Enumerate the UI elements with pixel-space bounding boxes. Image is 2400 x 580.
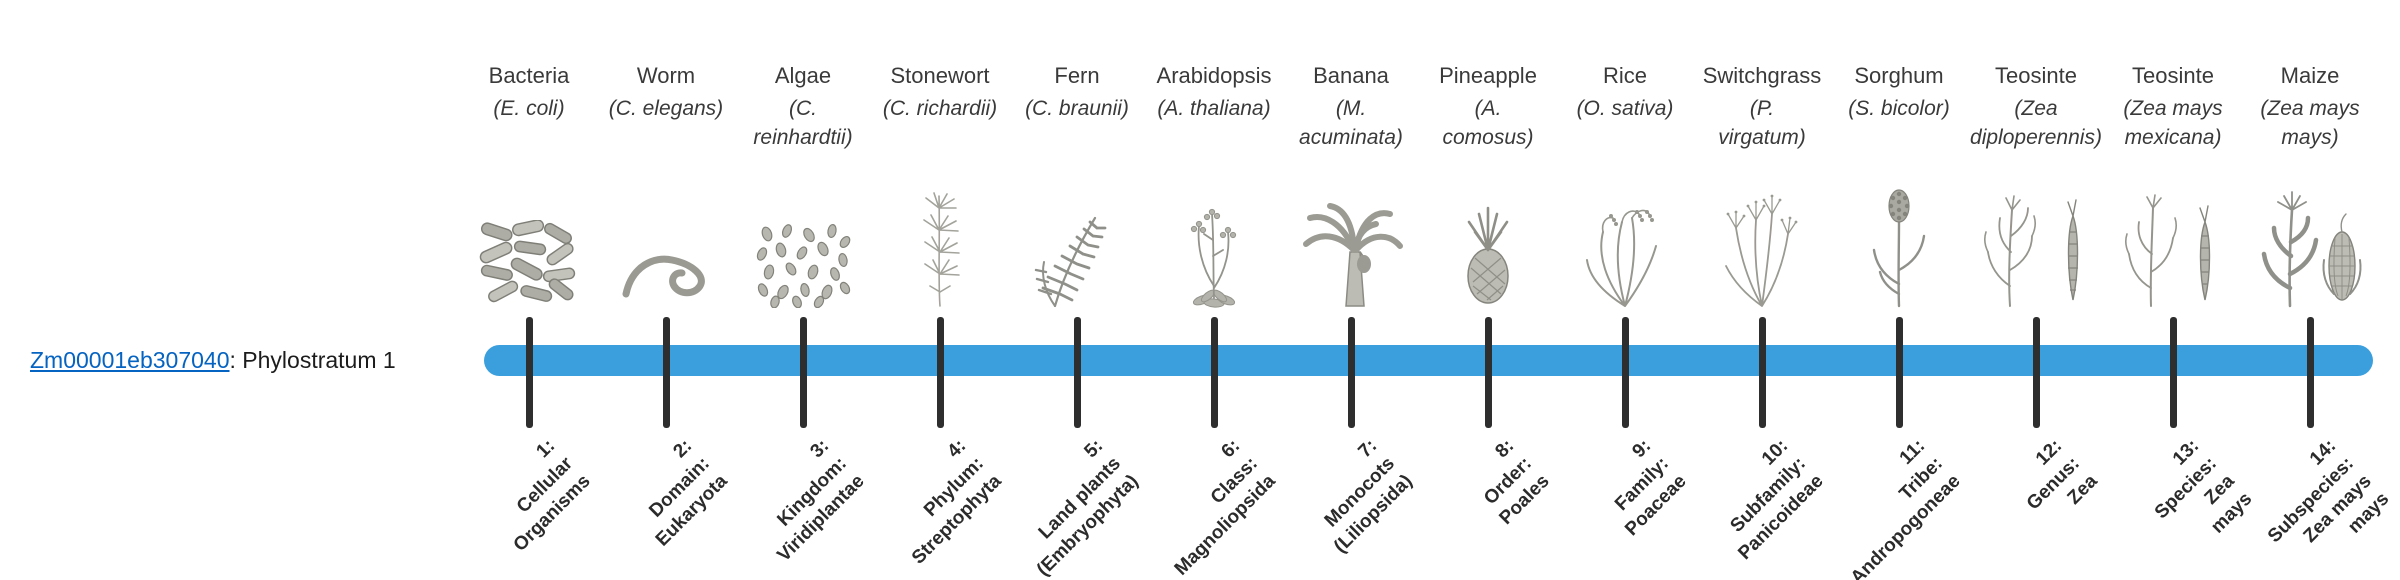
timeline-tick bbox=[663, 317, 670, 428]
bacteria-icon bbox=[477, 220, 581, 308]
organism-column: Teosinte (Zea diploperennis) bbox=[1954, 62, 2118, 308]
timeline-tick bbox=[800, 317, 807, 428]
timeline-tick bbox=[1896, 317, 1903, 428]
organism-common-name: Banana bbox=[1313, 63, 1389, 88]
sorghum-icon bbox=[1862, 186, 1936, 308]
timeline-tick bbox=[1211, 317, 1218, 428]
organism-column: Pineapple (A. comosus) bbox=[1406, 62, 1570, 308]
organism-scientific-name: (Zea mays mexicana) bbox=[2123, 97, 2223, 149]
organism-scientific-name: (C. reinhardtii) bbox=[753, 97, 853, 149]
organism-common-name: Bacteria bbox=[488, 63, 570, 88]
gene-label: Zm00001eb307040: Phylostratum 1 bbox=[30, 347, 396, 374]
timeline-tick bbox=[1485, 317, 1492, 428]
organism-scientific-name: (C. elegans) bbox=[608, 97, 724, 120]
organism-common-name: Teosinte bbox=[2132, 63, 2214, 88]
organism-column: Stonewort (C. richardii) bbox=[858, 62, 1022, 308]
organism-scientific-name: (A. comosus) bbox=[1442, 97, 1534, 149]
gene-label-suffix: : Phylostratum 1 bbox=[229, 347, 396, 373]
organism-column: Bacteria (E. coli) bbox=[447, 62, 611, 308]
timeline-tick bbox=[2033, 317, 2040, 428]
organism-column: Algae (C. reinhardtii) bbox=[721, 62, 885, 308]
timeline-bar bbox=[484, 345, 2373, 376]
organism-common-name: Maize bbox=[2280, 63, 2340, 88]
organism-column: Banana (M. acuminata) bbox=[1269, 62, 1433, 308]
worm-icon bbox=[618, 250, 714, 308]
organism-common-name: Arabidopsis bbox=[1156, 63, 1272, 88]
timeline-tick bbox=[2170, 317, 2177, 428]
organism-scientific-name: (O. sativa) bbox=[1576, 97, 1674, 120]
organism-scientific-name: (Zea diploperennis) bbox=[1970, 97, 2102, 149]
organism-column: Teosinte (Zea mays mexicana) bbox=[2091, 62, 2255, 308]
organism-scientific-name: (A. thaliana) bbox=[1157, 97, 1271, 120]
organism-common-name: Algae bbox=[774, 63, 832, 88]
organism-common-name: Switchgrass bbox=[1702, 63, 1822, 88]
fern-icon bbox=[1027, 204, 1127, 308]
organism-scientific-name: (S. bicolor) bbox=[1848, 97, 1950, 120]
organism-common-name: Pineapple bbox=[1439, 63, 1537, 88]
organism-scientific-name: (C. richardii) bbox=[882, 97, 998, 120]
timeline-tick bbox=[1622, 317, 1629, 428]
algae-icon bbox=[753, 222, 853, 308]
teosinte-diploperennis-icon bbox=[1970, 194, 2102, 308]
pineapple-icon bbox=[1451, 196, 1525, 308]
timeline-tick bbox=[2307, 317, 2314, 428]
organism-scientific-name: (Zea mays mays) bbox=[2260, 97, 2360, 149]
teosinte-mexicana-icon bbox=[2117, 194, 2229, 308]
timeline-tick bbox=[937, 317, 944, 428]
maize-icon bbox=[2254, 190, 2366, 308]
organism-column: Rice (O. sativa) bbox=[1543, 62, 1707, 308]
switchgrass-icon bbox=[1714, 190, 1810, 308]
organism-scientific-name: (M. acuminata) bbox=[1299, 97, 1403, 149]
organism-column: Fern (C. braunii) bbox=[995, 62, 1159, 308]
gene-link[interactable]: Zm00001eb307040 bbox=[30, 347, 230, 373]
organism-common-name: Sorghum bbox=[1854, 63, 1944, 88]
organism-common-name: Rice bbox=[1602, 63, 1647, 88]
organism-scientific-name: (E. coli) bbox=[493, 97, 565, 120]
organism-common-name: Teosinte bbox=[1995, 63, 2077, 88]
organism-common-name: Stonewort bbox=[890, 63, 990, 88]
organism-scientific-name: (P. virgatum) bbox=[1718, 97, 1806, 149]
stonewort-icon bbox=[904, 190, 976, 308]
organism-column: Switchgrass (P. virgatum) bbox=[1680, 62, 1844, 308]
organism-scientific-name: (C. braunii) bbox=[1025, 97, 1129, 120]
organism-common-name: Fern bbox=[1054, 63, 1100, 88]
organism-column: Maize (Zea mays mays) bbox=[2228, 62, 2392, 308]
timeline-tick bbox=[526, 317, 533, 428]
organism-column: Worm (C. elegans) bbox=[584, 62, 748, 308]
organism-common-name: Worm bbox=[636, 63, 696, 88]
timeline-tick bbox=[1074, 317, 1081, 428]
timeline-tick bbox=[1348, 317, 1355, 428]
timeline-tick bbox=[1759, 317, 1766, 428]
organism-column: Arabidopsis (A. thaliana) bbox=[1132, 62, 1296, 308]
organism-column: Sorghum (S. bicolor) bbox=[1817, 62, 1981, 308]
arabidopsis-icon bbox=[1168, 200, 1260, 308]
rice-icon bbox=[1577, 190, 1673, 308]
banana-icon bbox=[1298, 196, 1404, 308]
